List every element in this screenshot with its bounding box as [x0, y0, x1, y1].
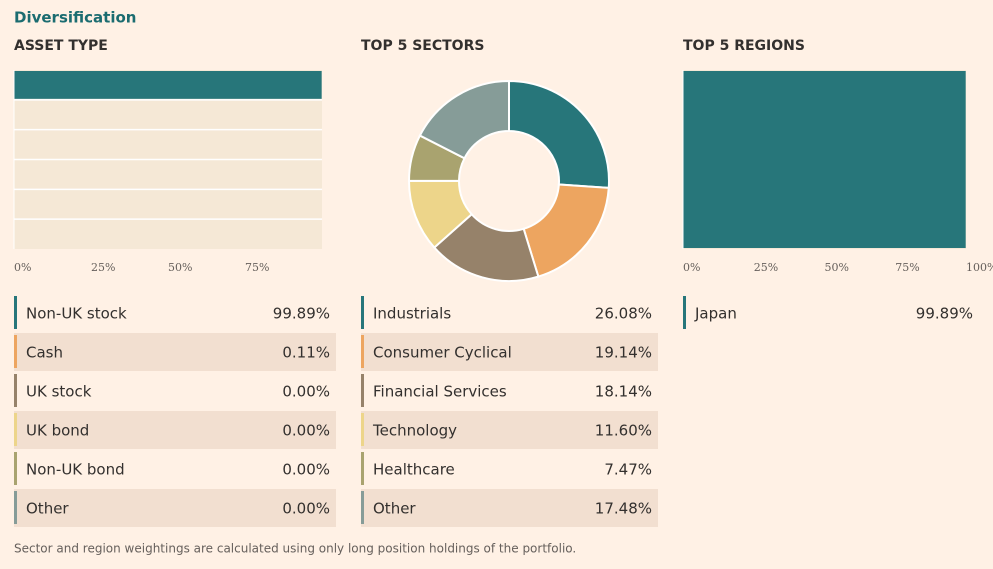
row-color-key — [361, 413, 364, 446]
panel-title: Diversification — [14, 9, 136, 27]
row-label: Technology — [372, 422, 457, 440]
row-label: Japan — [694, 305, 737, 323]
table-row-background — [361, 333, 658, 371]
row-color-key — [361, 491, 364, 524]
row-value: 0.00% — [282, 422, 330, 440]
table-row-background — [361, 489, 658, 527]
x-tick-label: 50% — [825, 261, 849, 274]
row-value: 26.08% — [595, 305, 652, 323]
row-label: Non-UK bond — [26, 461, 125, 479]
table-row-background — [14, 489, 336, 527]
row-color-key — [14, 296, 17, 329]
row-label: Other — [26, 500, 69, 518]
row-color-key — [361, 335, 364, 368]
row-value: 19.14% — [595, 344, 652, 362]
donut-slice — [522, 183, 610, 278]
row-label: Financial Services — [373, 383, 507, 401]
row-label: Cash — [26, 344, 63, 362]
x-tick-label: 50% — [168, 261, 192, 274]
chart-title: TOP 5 SECTORS — [361, 38, 484, 54]
row-value: 7.47% — [604, 461, 652, 479]
row-value: 0.00% — [282, 383, 330, 401]
row-color-key — [361, 374, 364, 407]
row-color-key — [683, 296, 686, 329]
row-label: Healthcare — [373, 461, 455, 479]
table-row-background — [361, 411, 658, 449]
row-label: Industrials — [373, 305, 451, 323]
row-value: 99.89% — [273, 305, 330, 323]
x-tick-label: 0% — [14, 261, 31, 274]
chart-title: ASSET TYPE — [14, 38, 108, 54]
row-label: Non-UK stock — [26, 305, 127, 323]
donut-slice — [418, 79, 510, 160]
donut-slice — [508, 79, 610, 189]
row-value: 17.48% — [595, 500, 652, 518]
x-tick-label: 75% — [895, 261, 919, 274]
row-value: 0.11% — [282, 344, 330, 362]
row-color-key — [14, 335, 17, 368]
row-label: Other — [373, 500, 416, 518]
row-label: UK bond — [26, 422, 89, 440]
bar — [683, 71, 966, 248]
row-color-key — [14, 413, 17, 446]
row-value: 0.00% — [282, 500, 330, 518]
x-tick-label: 0% — [683, 261, 700, 274]
table-row-background — [14, 411, 336, 449]
row-label: UK stock — [26, 383, 92, 401]
x-tick-label: 25% — [91, 261, 115, 274]
row-color-key — [14, 491, 17, 524]
row-color-key — [361, 452, 364, 485]
table-row-background — [14, 333, 336, 371]
row-label: Consumer Cyclical — [373, 344, 512, 362]
row-color-key — [14, 374, 17, 407]
row-value: 11.60% — [595, 422, 652, 440]
x-tick-label: 100% — [966, 261, 993, 274]
footnote: Sector and region weightings are calcula… — [14, 542, 576, 556]
row-color-key — [14, 452, 17, 485]
bar — [14, 71, 322, 99]
x-tick-label: 25% — [754, 261, 778, 274]
row-value: 18.14% — [595, 383, 652, 401]
row-color-key — [361, 296, 364, 329]
row-value: 0.00% — [282, 461, 330, 479]
row-value: 99.89% — [916, 305, 973, 323]
x-tick-label: 75% — [245, 261, 269, 274]
chart-title: TOP 5 REGIONS — [683, 38, 805, 54]
